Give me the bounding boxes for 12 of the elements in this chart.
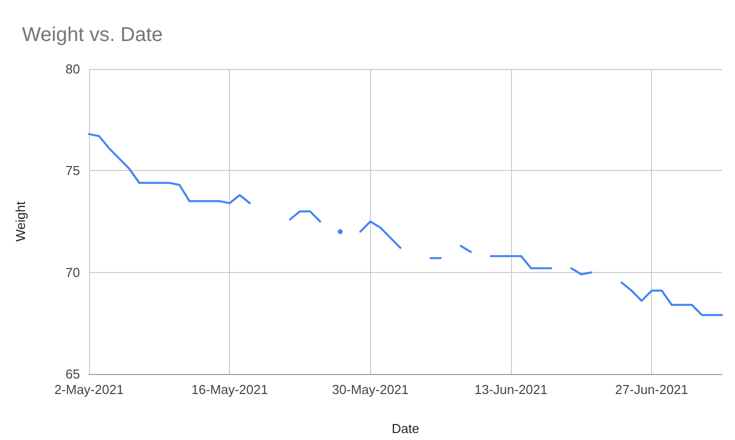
x-tick-label: 16-May-2021	[191, 382, 268, 397]
chart-title: Weight vs. Date	[22, 24, 163, 46]
y-tick-label: 75	[66, 163, 80, 178]
x-tick-label: 2-May-2021	[54, 382, 124, 397]
x-tick-label: 30-May-2021	[332, 382, 409, 397]
x-tick-label: 27-Jun-2021	[615, 382, 688, 397]
y-tick-label: 70	[66, 264, 80, 280]
y-tick-label: 65	[66, 366, 80, 382]
y-tick-label: 80	[66, 62, 80, 76]
x-axis-title: Date	[392, 421, 420, 436]
y-axis-title: Weight	[13, 201, 28, 242]
x-tick-label: 13-Jun-2021	[474, 382, 548, 397]
